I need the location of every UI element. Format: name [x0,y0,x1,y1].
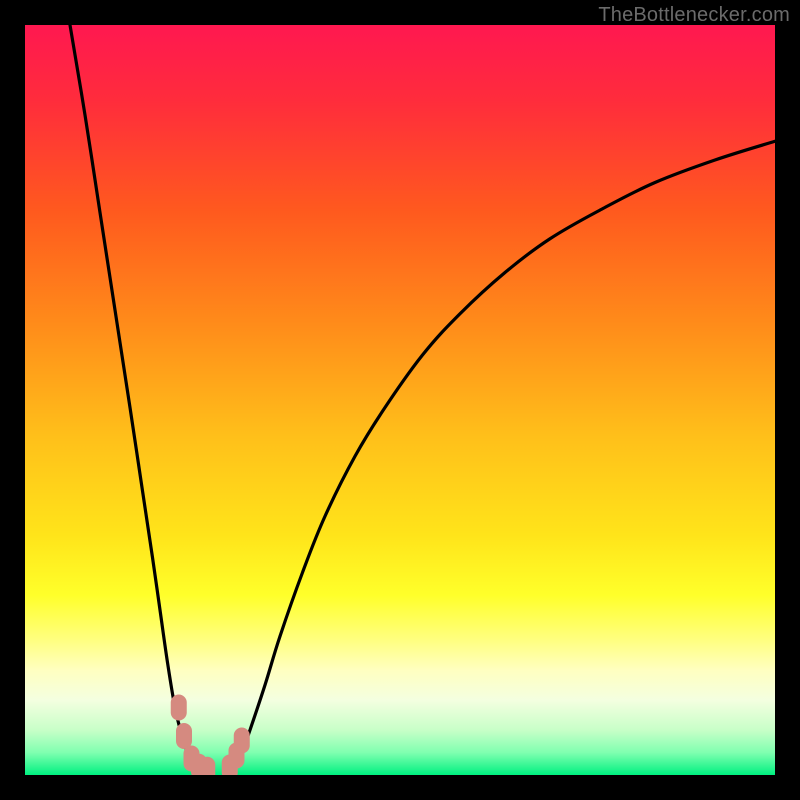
plot-background [25,25,775,775]
bottleneck-curve-chart [0,0,800,800]
marker-7 [234,728,250,754]
marker-0 [171,695,187,721]
watermark-text: TheBottlenecker.com [598,4,790,27]
marker-1 [176,723,192,749]
chart-wrapper: TheBottlenecker.com [0,0,800,800]
